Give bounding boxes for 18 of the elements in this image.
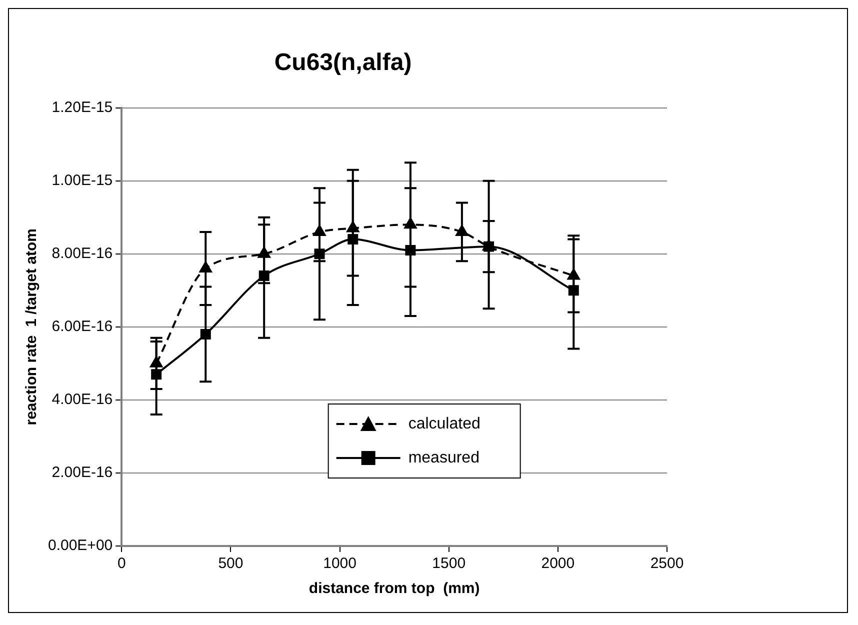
x-tick-label: 500 (218, 555, 244, 572)
x-tick-label: 1000 (323, 555, 356, 572)
x-tick-label: 0 (117, 555, 126, 572)
y-tick-label: 1.00E-15 (52, 172, 113, 189)
x-tick-label: 2000 (541, 555, 575, 572)
y-tick-label: 4.00E-16 (52, 391, 113, 408)
x-axis-title: distance from top (mm) (308, 580, 480, 598)
y-axis-title: reaction rate 1 /target atom (23, 228, 40, 426)
y-tick-label: 1.20E-15 (52, 98, 113, 116)
legend-label: measured (408, 449, 480, 466)
chart-title: Cu63(n,alfa) (274, 49, 412, 76)
y-tick-label: 8.00E-16 (52, 245, 113, 262)
legend-label: calculated (408, 415, 480, 432)
y-tick-label: 2.00E-16 (52, 464, 113, 482)
y-tick-label: 0.00E+00 (48, 537, 113, 554)
x-tick-label: 1500 (432, 555, 466, 572)
y-tick-label: 6.00E-16 (52, 318, 113, 336)
x-tick-label: 2500 (650, 555, 684, 572)
